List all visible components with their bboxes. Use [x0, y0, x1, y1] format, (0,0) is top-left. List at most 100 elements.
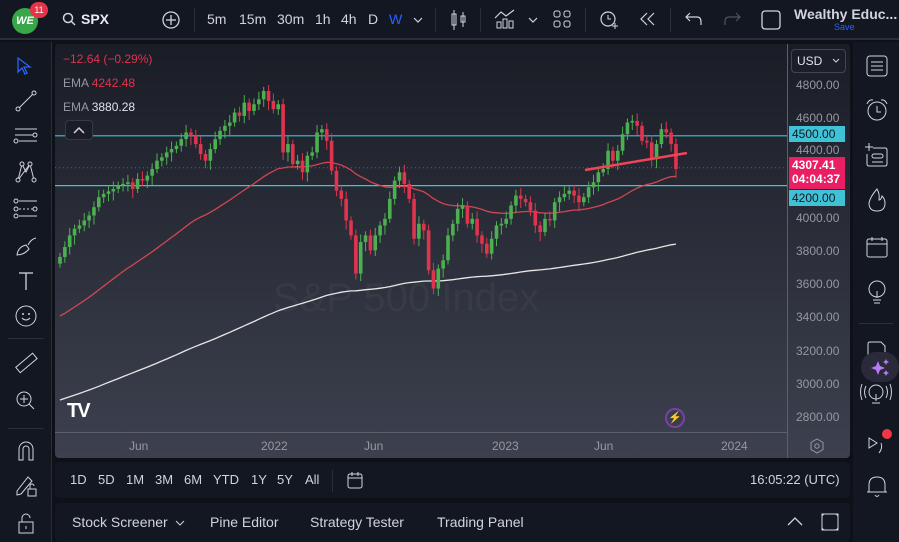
chevron-down-icon[interactable] — [413, 16, 423, 24]
tab-stock-screener[interactable]: Stock Screener — [72, 514, 168, 530]
top-toolbar: WE 11 SPX 5m 15m 30m 1h 4h D W Wealthy E… — [0, 0, 899, 40]
search-icon — [62, 12, 76, 26]
lightning-icon[interactable]: ⚡ — [665, 408, 685, 428]
sparkle-icon — [871, 359, 889, 376]
price-tick: 3400.00 — [796, 310, 840, 324]
emoji-icon[interactable] — [14, 304, 38, 328]
lock-icon[interactable] — [16, 512, 36, 534]
cursor-icon[interactable] — [16, 57, 32, 75]
hotlist-flame-icon[interactable] — [866, 187, 888, 213]
trend-line-icon[interactable] — [15, 90, 37, 112]
chevron-down-icon — [832, 58, 840, 63]
last-price-label: 4307.41 04:04:37 — [789, 157, 845, 189]
support-price-label: 4200.00 — [789, 190, 845, 206]
currency-select[interactable]: USD — [791, 49, 846, 73]
settings-icon[interactable] — [809, 438, 825, 454]
notification-badge: 11 — [30, 2, 48, 18]
chevron-up-icon — [73, 126, 85, 134]
ema-slow-legend[interactable]: EMA 3880.28 — [63, 98, 152, 122]
ema-slow-value: 3880.28 — [91, 100, 136, 114]
price-tick: 3800.00 — [796, 244, 840, 258]
symbol-search[interactable]: SPX — [62, 11, 109, 27]
calendar-icon[interactable] — [865, 235, 889, 259]
legend-collapse-button[interactable] — [65, 120, 93, 140]
lock-drawings-icon[interactable] — [14, 474, 38, 498]
chevron-down-icon[interactable] — [175, 519, 185, 527]
utc-clock[interactable]: 16:05:22 (UTC) — [750, 472, 840, 487]
currency-label: USD — [797, 54, 823, 68]
tab-strategy-tester[interactable]: Strategy Tester — [310, 514, 404, 530]
zoom-in-icon[interactable] — [14, 389, 38, 413]
ai-assistant-button[interactable] — [861, 352, 899, 382]
replay-icon[interactable] — [639, 12, 657, 26]
bar-countdown: 04:04:37 — [792, 172, 841, 186]
ema-fast-label: EMA — [63, 76, 89, 90]
resistance-price-label: 4500.00 — [789, 126, 845, 142]
alert-add-icon[interactable] — [598, 8, 620, 30]
notifications-play-icon[interactable] — [865, 428, 895, 458]
goto-date-icon[interactable] — [346, 470, 364, 490]
price-change: −12.64 (−0.29%) — [63, 52, 153, 66]
brush-icon[interactable] — [14, 235, 38, 257]
interval-1h[interactable]: 1h — [315, 11, 331, 27]
prediction-icon[interactable] — [13, 197, 39, 221]
tab-trading-panel[interactable]: Trading Panel — [437, 514, 524, 530]
range-1m[interactable]: 1M — [126, 472, 145, 487]
streams-icon[interactable] — [859, 382, 893, 410]
pattern-icon[interactable] — [14, 160, 38, 184]
chat-icon[interactable] — [865, 340, 889, 362]
range-6m[interactable]: 6M — [184, 472, 203, 487]
chevron-down-icon[interactable] — [528, 16, 538, 24]
layout-grid-icon[interactable] — [553, 10, 571, 28]
right-sidebar — [853, 42, 899, 542]
ideas-bulb-icon[interactable] — [866, 280, 888, 306]
interval-4h[interactable]: 4h — [341, 11, 357, 27]
fullscreen-icon[interactable] — [761, 10, 781, 30]
bottom-panel-bar: Stock Screener Pine Editor Strategy Test… — [55, 503, 850, 542]
range-5d[interactable]: 5D — [98, 472, 115, 487]
date-range-bar: 1D 5D 1M 3M 6M YTD 1Y 5Y All 16:05:22 (U… — [55, 462, 850, 498]
price-axis[interactable]: USD 4800.00 4600.00 4400.00 4000.00 3800… — [787, 44, 850, 458]
range-5y[interactable]: 5Y — [277, 472, 293, 487]
interval-d[interactable]: D — [368, 11, 379, 27]
add-list-icon[interactable] — [863, 142, 889, 168]
chevron-up-icon[interactable] — [787, 516, 803, 526]
alarm-icon[interactable] — [865, 98, 889, 122]
layout-name[interactable]: Wealthy Educ... — [794, 6, 898, 22]
price-tick: 4600.00 — [796, 111, 840, 125]
time-tick: 2024 — [721, 439, 748, 453]
chart-area[interactable]: S&P 500 Index −12.64 (−0.29%) EMA 4242.4… — [55, 44, 850, 458]
watchlist-icon[interactable] — [865, 54, 889, 78]
text-icon[interactable] — [17, 271, 35, 291]
range-1y[interactable]: 1Y — [251, 472, 267, 487]
tradingview-logo[interactable]: TV — [67, 400, 91, 422]
candlestick-chart[interactable] — [55, 44, 787, 432]
undo-icon[interactable] — [685, 11, 703, 27]
indicators-icon[interactable] — [494, 8, 516, 30]
ema-fast-legend[interactable]: EMA 4242.48 — [63, 74, 152, 98]
range-all[interactable]: All — [305, 472, 320, 487]
interval-15m[interactable]: 15m — [239, 11, 267, 27]
time-axis[interactable]: Jun 2022 Jun 2023 Jun 2024 — [55, 432, 787, 458]
interval-30m[interactable]: 30m — [277, 11, 305, 27]
save-button[interactable]: Save — [834, 22, 855, 32]
range-3m[interactable]: 3M — [155, 472, 174, 487]
range-1d[interactable]: 1D — [70, 472, 87, 487]
time-tick: 2022 — [261, 439, 288, 453]
time-tick: Jun — [364, 439, 384, 453]
candle-type-icon[interactable] — [450, 9, 468, 31]
price-tick: 2800.00 — [796, 410, 840, 424]
ruler-icon[interactable] — [14, 352, 38, 376]
compare-add-icon[interactable] — [161, 10, 181, 30]
price-pane[interactable]: S&P 500 Index −12.64 (−0.29%) EMA 4242.4… — [55, 44, 787, 432]
range-ytd[interactable]: YTD — [213, 472, 239, 487]
tab-pine-editor[interactable]: Pine Editor — [210, 514, 279, 530]
bell-icon[interactable] — [865, 474, 889, 500]
interval-w[interactable]: W — [389, 11, 403, 27]
fib-retracement-icon[interactable] — [13, 126, 39, 146]
last-price: 4307.41 — [792, 158, 836, 172]
redo-icon[interactable] — [723, 11, 741, 27]
maximize-panel-icon[interactable] — [821, 513, 839, 531]
interval-5m[interactable]: 5m — [207, 11, 227, 27]
magnet-icon[interactable] — [16, 440, 36, 462]
